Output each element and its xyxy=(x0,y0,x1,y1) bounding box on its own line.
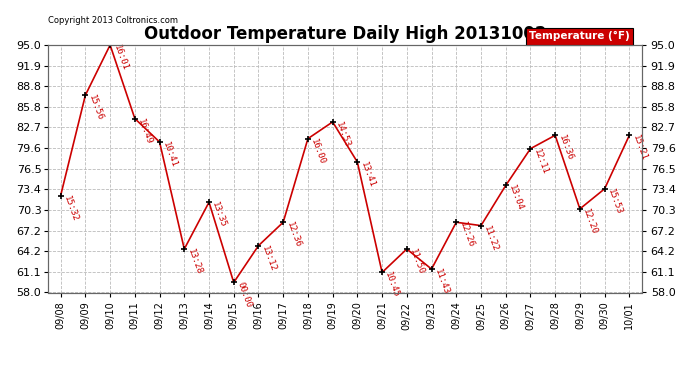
Text: 12:11: 12:11 xyxy=(532,147,549,176)
Text: 12:36: 12:36 xyxy=(284,221,302,249)
Text: Temperature (°F): Temperature (°F) xyxy=(529,31,630,41)
Text: 13:12: 13:12 xyxy=(260,244,277,273)
Text: 11:50: 11:50 xyxy=(408,248,426,276)
Text: 10:41: 10:41 xyxy=(161,141,179,169)
Text: 12:20: 12:20 xyxy=(581,207,599,236)
Text: 16:01: 16:01 xyxy=(112,44,129,72)
Text: 15:32: 15:32 xyxy=(62,194,80,222)
Text: 15:53: 15:53 xyxy=(606,188,624,216)
Text: 16:36: 16:36 xyxy=(557,134,574,162)
Text: 16:00: 16:00 xyxy=(309,137,327,166)
Text: 15:56: 15:56 xyxy=(87,94,104,122)
Text: 00:00: 00:00 xyxy=(235,281,253,309)
Text: 12:26: 12:26 xyxy=(457,221,475,249)
Text: 13:41: 13:41 xyxy=(359,160,377,189)
Text: Copyright 2013 Coltronics.com: Copyright 2013 Coltronics.com xyxy=(48,16,178,25)
Text: 11:43: 11:43 xyxy=(433,268,451,296)
Text: 13:35: 13:35 xyxy=(210,201,228,229)
Text: 13:04: 13:04 xyxy=(507,184,525,212)
Text: 10:45: 10:45 xyxy=(384,271,401,299)
Text: 15:21: 15:21 xyxy=(631,134,649,162)
Title: Outdoor Temperature Daily High 20131002: Outdoor Temperature Daily High 20131002 xyxy=(144,26,546,44)
Text: 14:53: 14:53 xyxy=(334,120,352,149)
Text: 16:49: 16:49 xyxy=(136,117,154,146)
Text: 13:28: 13:28 xyxy=(186,248,204,276)
Text: 11:22: 11:22 xyxy=(482,224,500,252)
